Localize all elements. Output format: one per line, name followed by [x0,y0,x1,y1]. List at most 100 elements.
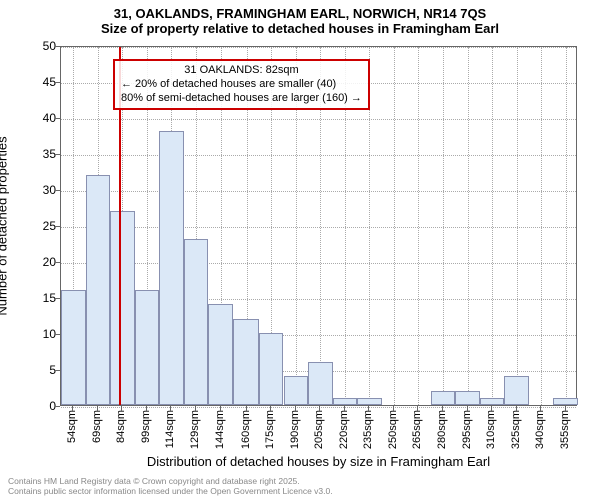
x-tick-mark [540,406,541,411]
y-tick-mark [55,226,60,227]
y-tick-label: 20 [16,255,56,269]
grid-line-h [61,191,576,192]
y-tick-mark [55,190,60,191]
x-tick-mark [417,406,418,411]
x-tick-mark [368,406,369,411]
x-tick-label: 129sqm [189,410,201,449]
x-tick-label: 160sqm [240,410,252,449]
x-tick-mark [319,406,320,411]
x-tick-mark [393,406,394,411]
y-axis-title: Number of detached properties [0,136,10,315]
annotation-line-1: 31 OAKLANDS: 82sqm [121,64,362,78]
x-tick-mark [170,406,171,411]
grid-line-h [61,227,576,228]
y-tick-mark [55,406,60,407]
chart-root: 31, OAKLANDS, FRAMINGHAM EARL, NORWICH, … [0,0,600,500]
histogram-bar [208,304,233,405]
x-tick-label: 99sqm [140,410,152,443]
histogram-bar [357,398,382,405]
x-tick-label: 84sqm [115,410,127,443]
y-tick-label: 40 [16,111,56,125]
x-tick-mark [146,406,147,411]
histogram-bar [431,391,456,405]
x-tick-mark [270,406,271,411]
y-tick-mark [55,46,60,47]
y-tick-label: 25 [16,219,56,233]
histogram-bar [184,239,209,405]
x-tick-mark [442,406,443,411]
grid-line-v [468,47,469,405]
grid-line-h [61,155,576,156]
histogram-bar [480,398,505,405]
y-tick-label: 35 [16,147,56,161]
x-tick-mark [220,406,221,411]
x-tick-label: 235sqm [362,410,374,449]
y-tick-label: 0 [16,399,56,413]
x-tick-mark [491,406,492,411]
x-tick-label: 144sqm [214,410,226,449]
x-tick-label: 355sqm [559,410,571,449]
y-tick-label: 45 [16,75,56,89]
attribution: Contains HM Land Registry data © Crown c… [8,476,333,496]
histogram-bar [233,319,259,405]
histogram-bar [259,333,284,405]
grid-line-v [394,47,395,405]
x-axis-title: Distribution of detached houses by size … [60,454,577,469]
x-tick-label: 265sqm [411,410,423,449]
x-tick-label: 220sqm [338,410,350,449]
y-tick-label: 30 [16,183,56,197]
grid-line-v [443,47,444,405]
y-tick-label: 50 [16,39,56,53]
annotation-line-3: 80% of semi-detached houses are larger (… [121,92,362,106]
y-tick-label: 15 [16,291,56,305]
histogram-bar [284,376,309,405]
y-tick-mark [55,298,60,299]
x-tick-label: 175sqm [264,410,276,449]
x-tick-mark [467,406,468,411]
histogram-bar [86,175,111,405]
histogram-bar [61,290,86,405]
y-tick-label: 10 [16,327,56,341]
x-tick-mark [121,406,122,411]
histogram-bar [308,362,333,405]
attribution-line-1: Contains HM Land Registry data © Crown c… [8,476,333,486]
x-tick-mark [195,406,196,411]
x-tick-label: 114sqm [164,410,176,448]
x-tick-mark [72,406,73,411]
y-tick-label: 5 [16,363,56,377]
x-tick-mark [246,406,247,411]
histogram-bar [333,398,358,405]
histogram-bar [553,398,578,405]
grid-line-v [566,47,567,405]
grid-line-h [61,263,576,264]
histogram-bar [504,376,529,405]
histogram-bar [135,290,160,405]
x-tick-mark [344,406,345,411]
x-tick-label: 69sqm [91,410,103,443]
y-tick-mark [55,334,60,335]
title-line-1: 31, OAKLANDS, FRAMINGHAM EARL, NORWICH, … [0,6,600,21]
grid-line-v [517,47,518,405]
grid-line-v [418,47,419,405]
y-tick-mark [55,82,60,83]
histogram-bar [455,391,480,405]
title-block: 31, OAKLANDS, FRAMINGHAM EARL, NORWICH, … [0,6,600,36]
grid-line-v [492,47,493,405]
x-tick-mark [565,406,566,411]
x-tick-label: 190sqm [289,410,301,449]
grid-line-h [61,119,576,120]
x-tick-label: 340sqm [534,410,546,449]
y-tick-mark [55,262,60,263]
attribution-line-2: Contains public sector information licen… [8,486,333,496]
plot-area: 31 OAKLANDS: 82sqm← 20% of detached hous… [60,46,577,406]
x-tick-label: 325sqm [510,410,522,449]
x-tick-label: 295sqm [461,410,473,449]
grid-line-v [541,47,542,405]
histogram-bar [159,131,184,405]
y-tick-mark [55,118,60,119]
histogram-bar [110,211,135,405]
annotation-line-2: ← 20% of detached houses are smaller (40… [121,78,362,92]
x-tick-label: 250sqm [387,410,399,449]
x-tick-mark [516,406,517,411]
x-tick-mark [97,406,98,411]
